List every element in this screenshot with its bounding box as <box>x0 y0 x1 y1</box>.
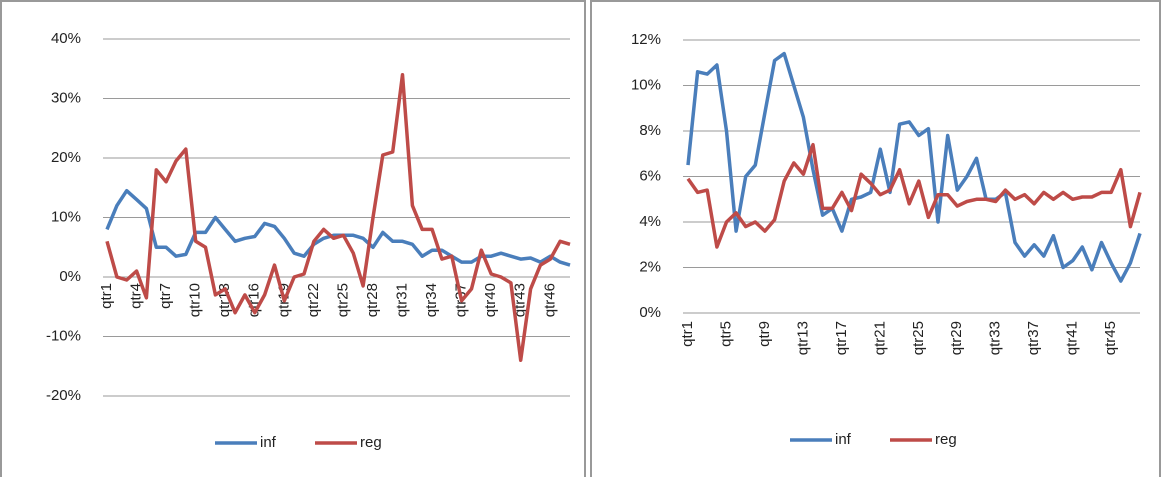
y-tick-label: 10% <box>631 76 661 93</box>
x-tick-label: qtr25 <box>910 321 927 355</box>
y-tick-label: 0% <box>59 268 81 285</box>
y-tick-label: 4% <box>639 213 661 230</box>
legend-label: reg <box>935 431 957 448</box>
y-tick-label: -20% <box>46 387 81 404</box>
x-tick-label: qtr7 <box>157 283 174 309</box>
x-tick-label: qtr25 <box>334 283 351 317</box>
x-tick-label: qtr29 <box>948 321 965 355</box>
x-tick-label: qtr5 <box>717 321 734 347</box>
y-tick-label: 20% <box>51 149 81 166</box>
x-tick-label: qtr13 <box>794 321 811 355</box>
legend-label: inf <box>260 434 277 451</box>
x-tick-label: qtr4 <box>128 283 145 309</box>
panel-right <box>590 0 1161 477</box>
x-tick-label: qtr9 <box>756 321 773 347</box>
y-tick-label: 10% <box>51 208 81 225</box>
x-tick-label: qtr28 <box>364 283 381 317</box>
y-tick-label: 12% <box>631 31 661 48</box>
x-tick-label: qtr46 <box>541 283 558 317</box>
y-tick-label: 8% <box>639 122 661 139</box>
y-tick-label: 30% <box>51 89 81 106</box>
x-tick-label: qtr1 <box>98 283 115 309</box>
x-tick-label: qtr31 <box>394 283 411 317</box>
y-tick-label: -10% <box>46 327 81 344</box>
x-tick-label: qtr1 <box>679 321 696 347</box>
y-tick-label: 6% <box>639 167 661 184</box>
data-line <box>686 51 1142 283</box>
panel-left <box>0 0 586 477</box>
data-line <box>105 72 571 363</box>
x-tick-label: qtr33 <box>987 321 1004 355</box>
x-tick-label: qtr41 <box>1064 321 1081 355</box>
x-tick-label: qtr10 <box>187 283 204 317</box>
x-tick-label: qtr21 <box>871 321 888 355</box>
legend-label: inf <box>835 431 852 448</box>
x-tick-label: qtr22 <box>305 283 322 317</box>
x-tick-label: qtr17 <box>833 321 850 355</box>
y-tick-label: 2% <box>639 258 661 275</box>
x-tick-label: qtr40 <box>482 283 499 317</box>
x-tick-label: qtr43 <box>512 283 529 317</box>
x-tick-label: qtr34 <box>423 283 440 317</box>
legend-label: reg <box>360 434 382 451</box>
y-tick-label: 40% <box>51 30 81 47</box>
y-tick-label: 0% <box>639 304 661 321</box>
x-tick-label: qtr45 <box>1102 321 1119 355</box>
data-line <box>686 142 1142 249</box>
x-tick-label: qtr37 <box>1025 321 1042 355</box>
